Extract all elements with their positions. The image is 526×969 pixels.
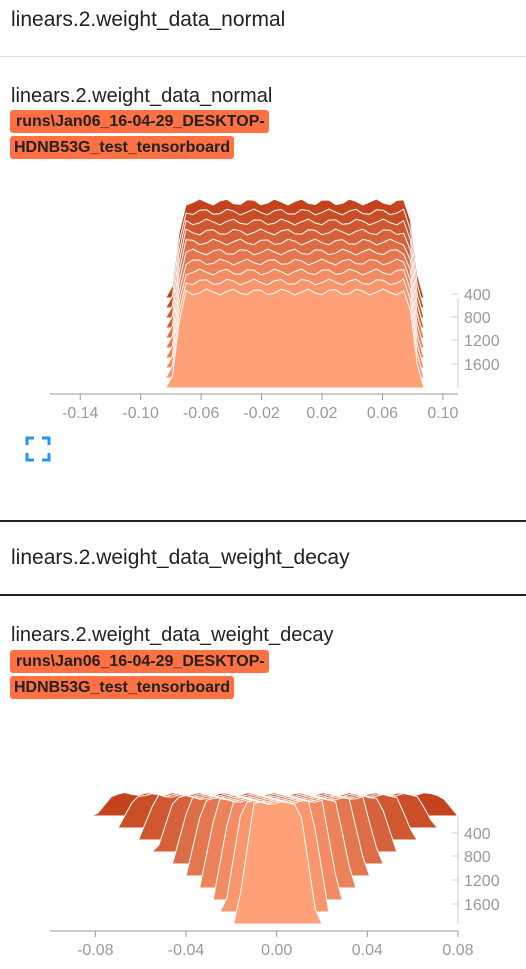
- x-tick-label: 0.04: [352, 942, 383, 959]
- histogram-chart: 400 800 1200 1600 -0.08 -0.04 0.00 0.04 0.08: [50, 791, 500, 959]
- section-title: linears.2.weight_data_normal: [11, 8, 286, 31]
- x-tick-label: -0.08: [77, 942, 114, 959]
- x-tick-label: 0.10: [427, 405, 458, 422]
- section-header[interactable]: linears.2.weight_data_weight_decay: [0, 522, 526, 594]
- x-tick-label: -0.02: [243, 405, 280, 422]
- step-tick-label: 1600: [464, 357, 500, 374]
- section-divider: [0, 520, 526, 522]
- step-tick-label: 1200: [464, 873, 500, 890]
- x-tick-label: -0.14: [62, 405, 99, 422]
- x-tick-label: 0.06: [367, 405, 398, 422]
- run-label: runs\Jan06_16-04-29_DESKTOP-: [10, 650, 269, 673]
- card-title: linears.2.weight_data_normal: [11, 85, 273, 107]
- run-label-cont: HDNB53G_test_tensorboard: [10, 136, 235, 159]
- section-divider: [0, 594, 526, 596]
- run-label-cont: HDNB53G_test_tensorboard: [10, 676, 235, 699]
- step-tick-label: 800: [464, 310, 491, 327]
- histogram-slice: [50, 801, 458, 925]
- x-tick-label: 0.00: [261, 942, 292, 959]
- histogram-chart: 400 800 1200 1600 -0.14 -0.10 -0.06 -0.02 0.02 0.…: [50, 198, 500, 422]
- x-tick-label: 0.02: [306, 405, 337, 422]
- histogram-slice: [50, 288, 458, 389]
- divider: [0, 56, 526, 57]
- step-tick-label: 400: [464, 826, 491, 843]
- step-tick-label: 1600: [464, 897, 500, 914]
- card-title: linears.2.weight_data_weight_decay: [11, 624, 334, 646]
- step-tick-label: 400: [464, 287, 491, 304]
- section-header[interactable]: linears.2.weight_data_normal: [0, 0, 526, 56]
- fullscreen-icon[interactable]: [25, 436, 51, 462]
- step-tick-label: 800: [464, 849, 491, 866]
- step-tick-label: 1200: [464, 333, 500, 350]
- section-title: linears.2.weight_data_weight_decay: [11, 546, 350, 569]
- x-tick-label: -0.04: [168, 942, 205, 959]
- x-tick-label: -0.06: [183, 405, 220, 422]
- x-tick-label: 0.08: [442, 942, 473, 959]
- run-label: runs\Jan06_16-04-29_DESKTOP-: [10, 110, 269, 133]
- x-tick-label: -0.10: [122, 405, 159, 422]
